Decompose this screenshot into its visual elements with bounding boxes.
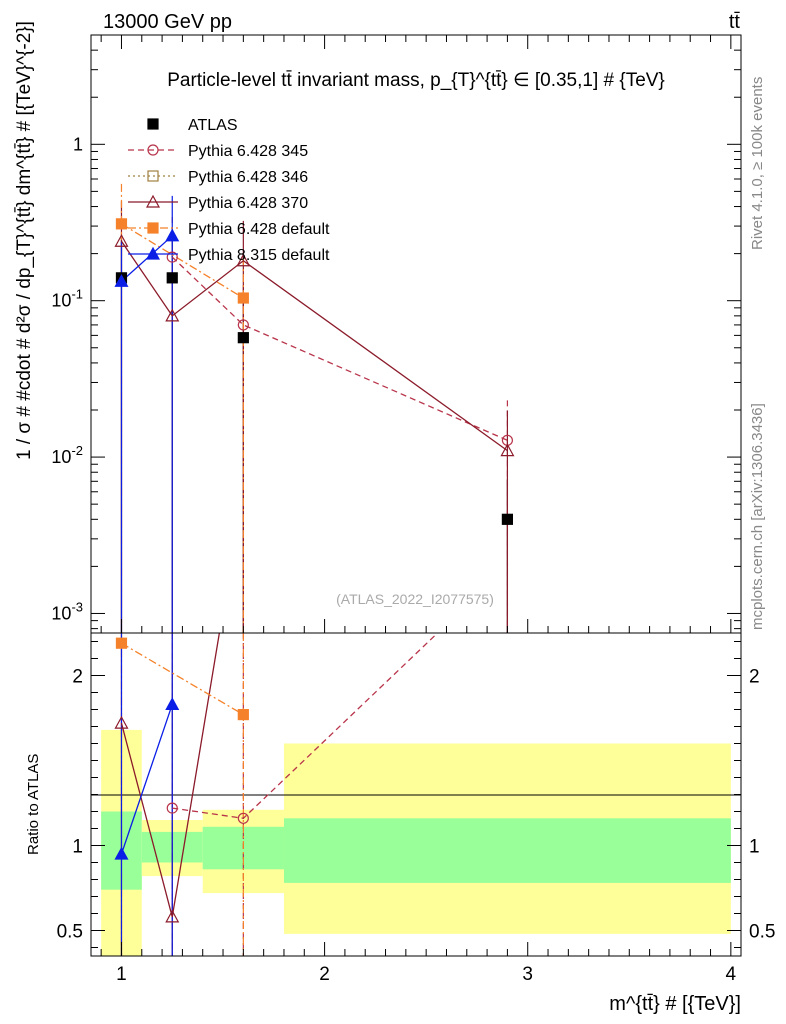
data-point: [165, 228, 180, 242]
series-lines-main: [120, 223, 508, 452]
legend-label: Pythia 8.315 default: [188, 247, 330, 264]
legend-label: ATLAS: [188, 117, 238, 134]
series-lines-ratio: [120, 633, 439, 956]
axis-ticks-ratio: 0.5 0.5 1 1 2 2 1 2 3 4: [57, 641, 775, 985]
ratio-point: [115, 637, 128, 649]
ratio-y-tick-label: 0.5: [57, 922, 83, 943]
main-panel: 10-3 10-2 10-1 1 Particle-level tt̄ invaria…: [14, 21, 742, 634]
ratio-point: [166, 802, 178, 814]
legend-marker: [147, 170, 159, 182]
legend-label: Pythia 6.428 346: [188, 169, 308, 186]
data-point: [237, 292, 249, 304]
ratio-point: [165, 909, 180, 923]
data-point: [166, 251, 178, 263]
data-point: [236, 253, 251, 267]
ratio-series-line: [172, 633, 439, 819]
data-point: [166, 272, 178, 284]
ratio-point: [165, 697, 180, 711]
ratio-y-axis-label: Ratio to ATLAS: [25, 754, 42, 855]
markers-main: [114, 218, 515, 525]
data-point: [237, 319, 249, 331]
legend-marker: [145, 194, 161, 208]
data-point: [237, 332, 249, 344]
legend-marker: [147, 118, 159, 130]
ratio-point: [114, 846, 129, 860]
uncertainty-band-green: [283, 818, 731, 883]
y-tick-label: 10-2: [51, 443, 83, 467]
x-tick-label: 3: [522, 964, 533, 985]
ratio-y-tick-label: 2: [749, 667, 760, 688]
legend: ATLAS Pythia 6.428 345 Pythia 6.428 346 Pyt…: [128, 117, 330, 264]
rivet-version-label: Rivet 4.1.0, ≥ 100k events: [749, 77, 766, 250]
ratio-series-line: [120, 704, 173, 855]
data-point: [115, 218, 128, 230]
data-point: [165, 308, 180, 322]
x-tick-label: 2: [319, 964, 330, 985]
ratio-series-line: [121, 642, 244, 716]
legend-label: Pythia 6.428 345: [188, 143, 308, 160]
mcplots-label: mcplots.cern.ch [arXiv:1306.3436]: [749, 403, 766, 630]
ratio-y-tick-label: 1: [72, 837, 83, 858]
ratio-series-line: [120, 633, 221, 918]
data-point: [500, 443, 515, 457]
legend-label: Pythia 6.428 default: [188, 221, 330, 238]
legend-marker: [147, 144, 159, 156]
uncertainty-bands: [101, 729, 731, 956]
ratio-panel: 0.5 0.5 1 1 2 2 1 2 3 4 Ratio to ATLAS m^{tt̄} # …: [25, 632, 775, 1015]
markers-ratio: [114, 637, 249, 923]
x-tick-label: 1: [116, 964, 127, 985]
ratio-y-tick-label: 0.5: [749, 922, 775, 943]
legend-marker: [147, 222, 159, 234]
legend-label: Pythia 6.428 370: [188, 195, 308, 212]
chart-title: Particle-level tt̄ invariant mass, p_{T}…: [167, 70, 665, 91]
series-line: [120, 240, 508, 452]
y-tick-label: 10-1: [51, 287, 83, 311]
ratio-point: [237, 812, 249, 824]
ratio-point: [237, 708, 249, 721]
data-point: [501, 513, 514, 525]
process-label: 13000 GeV pp: [103, 11, 232, 33]
ratio-y-tick-label: 1: [749, 837, 760, 858]
ratio-y-tick-label: 2: [72, 667, 83, 688]
ratio-point: [114, 715, 129, 729]
y-tick-label: 1: [73, 134, 83, 154]
x-axis-label: m^{tt̄} # [{TeV}]: [609, 993, 741, 1015]
y-axis-label: 1 / σ # #cdot # d²σ / dp_{T}^{tt̄} dm^{t…: [14, 21, 35, 460]
ratio-plot-frame: [90, 632, 742, 957]
series-line: [121, 223, 244, 299]
final-state-label: tt̄: [729, 11, 741, 33]
watermark-label: (ATLAS_2022_I2077575): [336, 591, 494, 607]
y-tick-label: 10-3: [51, 599, 83, 623]
series-line: [171, 256, 508, 441]
data-point: [114, 274, 129, 287]
x-tick-label: 4: [726, 964, 737, 985]
data-point: [114, 233, 129, 247]
legend-marker: [145, 246, 161, 260]
